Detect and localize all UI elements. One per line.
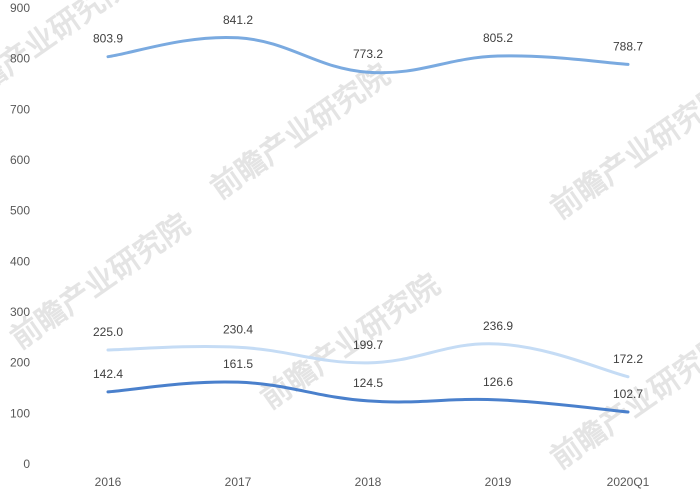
watermark-text: 前瞻产业研究院 (545, 77, 700, 226)
y-tick-label: 700 (10, 102, 30, 116)
series-line-2 (106, 342, 630, 379)
y-tick-label: 600 (10, 153, 30, 167)
data-label: 102.7 (613, 387, 643, 401)
y-tick-label: 800 (10, 52, 30, 66)
data-label: 126.6 (483, 375, 513, 389)
data-label: 773.2 (353, 47, 383, 61)
data-label: 225.0 (93, 325, 123, 339)
y-tick-label: 500 (10, 204, 30, 218)
y-tick-label: 400 (10, 254, 30, 268)
watermark-text: 前瞻产业研究院 (545, 327, 700, 476)
data-label: 788.7 (613, 39, 643, 53)
data-label: 124.5 (353, 376, 383, 390)
x-tick-label: 2020Q1 (607, 475, 650, 489)
watermark-text: 前瞻产业研究院 (255, 267, 447, 416)
series-lines (106, 35, 630, 414)
data-labels: 803.9 841.2 773.2 805.2 788.7 225.0 230.4 199.7… (93, 13, 643, 401)
data-label: 803.9 (93, 32, 123, 46)
x-tick-label: 2017 (225, 475, 252, 489)
data-label: 172.2 (613, 352, 643, 366)
y-tick-label: 900 (10, 1, 30, 15)
y-tick-label: 300 (10, 305, 30, 319)
x-tick-label: 2019 (485, 475, 512, 489)
data-label: 841.2 (223, 13, 253, 27)
data-label: 142.4 (93, 367, 123, 381)
y-tick-label: 0 (23, 457, 30, 471)
data-label: 161.5 (223, 357, 253, 371)
data-label: 199.7 (353, 338, 383, 352)
series-line-1 (106, 35, 630, 75)
watermark-text: 前瞻产业研究院 (205, 57, 397, 206)
x-axis: 2016 2017 2018 2019 2020Q1 (95, 475, 650, 489)
data-label: 230.4 (223, 322, 253, 336)
y-tick-label: 200 (10, 356, 30, 370)
x-tick-label: 2016 (95, 475, 122, 489)
series-line-3 (106, 380, 630, 414)
y-axis: 0 100 200 300 400 500 600 700 800 900 (10, 1, 30, 471)
data-label: 236.9 (483, 319, 513, 333)
y-tick-label: 100 (10, 406, 30, 420)
x-tick-label: 2018 (355, 475, 382, 489)
data-label: 805.2 (483, 31, 513, 45)
